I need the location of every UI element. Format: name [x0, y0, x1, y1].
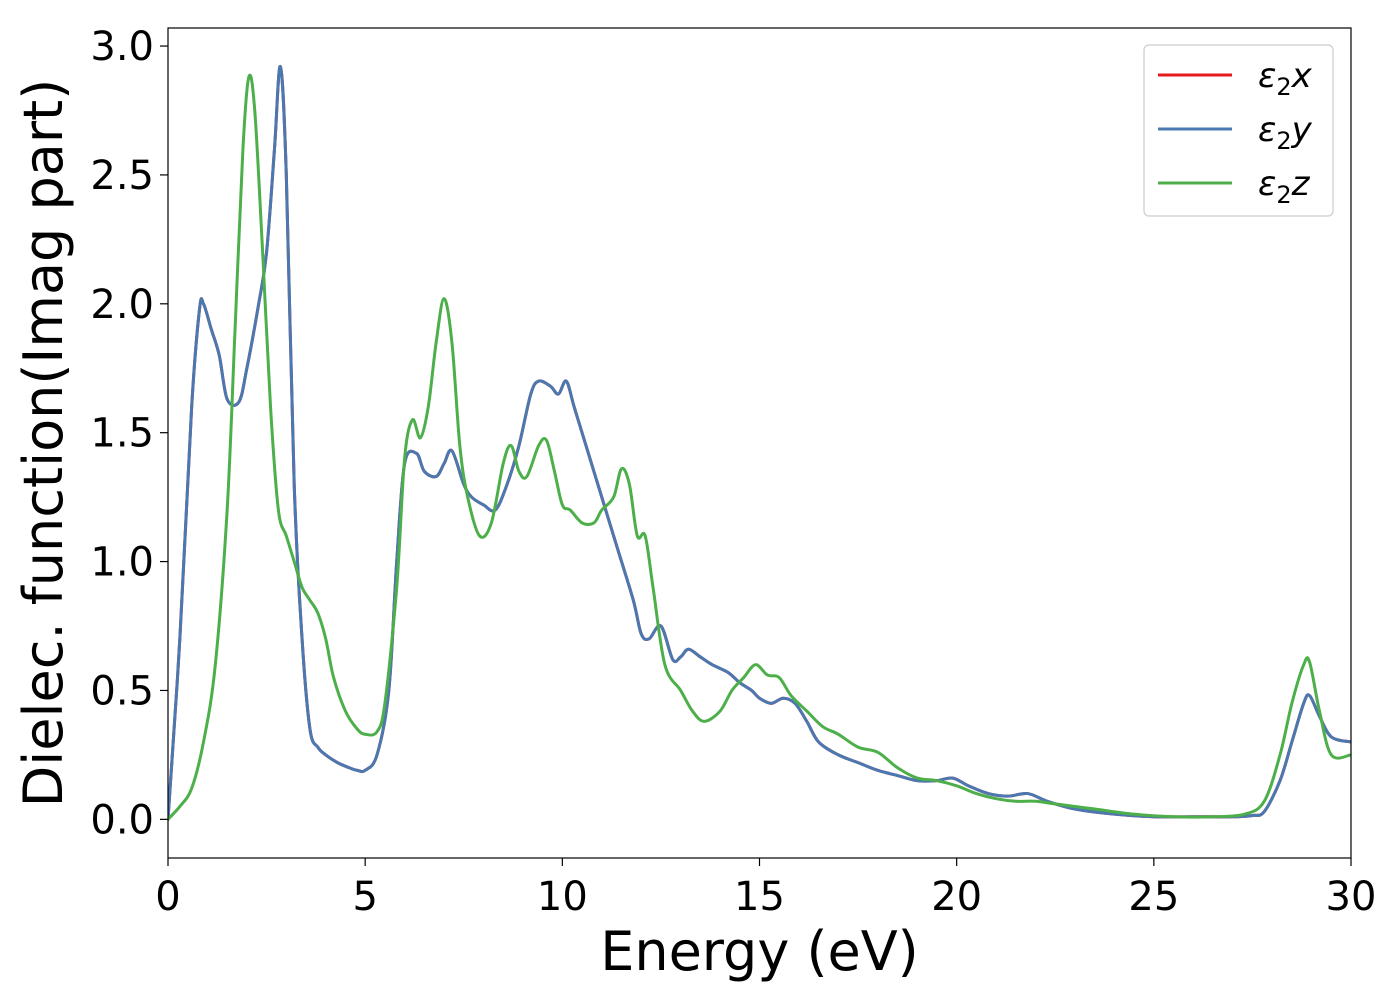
x-tick-label: 30: [1326, 874, 1377, 920]
x-tick-label: 20: [931, 874, 982, 920]
y-tick-label: 3.0: [90, 24, 154, 70]
y-tick-label: 0.0: [90, 797, 154, 843]
y-axis: 0.0 0.5 1.0 1.5 2.0 2.5 3.0: [90, 24, 168, 843]
x-tick-label: 5: [352, 874, 377, 920]
x-tick-label: 10: [537, 874, 588, 920]
x-axis: 0 5 10 15 20 25 30: [155, 858, 1376, 920]
legend-label-x: ε2x: [1258, 56, 1313, 101]
y-tick-label: 1.0: [90, 540, 154, 586]
series-line-z: [168, 73, 1351, 821]
series-layer: [168, 65, 1351, 821]
x-tick-label: 25: [1128, 874, 1179, 920]
y-tick-label: 0.5: [90, 668, 154, 714]
legend: ε2x ε2y ε2z: [1143, 44, 1334, 217]
x-tick-label: 0: [155, 874, 180, 920]
y-tick-label: 1.5: [90, 411, 154, 457]
x-axis-label: Energy (eV): [600, 920, 919, 983]
y-axis-label: Dielec. function(Imag part): [12, 79, 75, 808]
legend-label-z: ε2z: [1258, 164, 1311, 209]
y-tick-label: 2.5: [90, 153, 154, 199]
legend-box: [1143, 44, 1334, 217]
y-tick-label: 2.0: [90, 282, 154, 328]
legend-label-y: ε2y: [1258, 110, 1313, 155]
x-tick-label: 15: [734, 874, 785, 920]
series-line-y: [168, 65, 1351, 821]
